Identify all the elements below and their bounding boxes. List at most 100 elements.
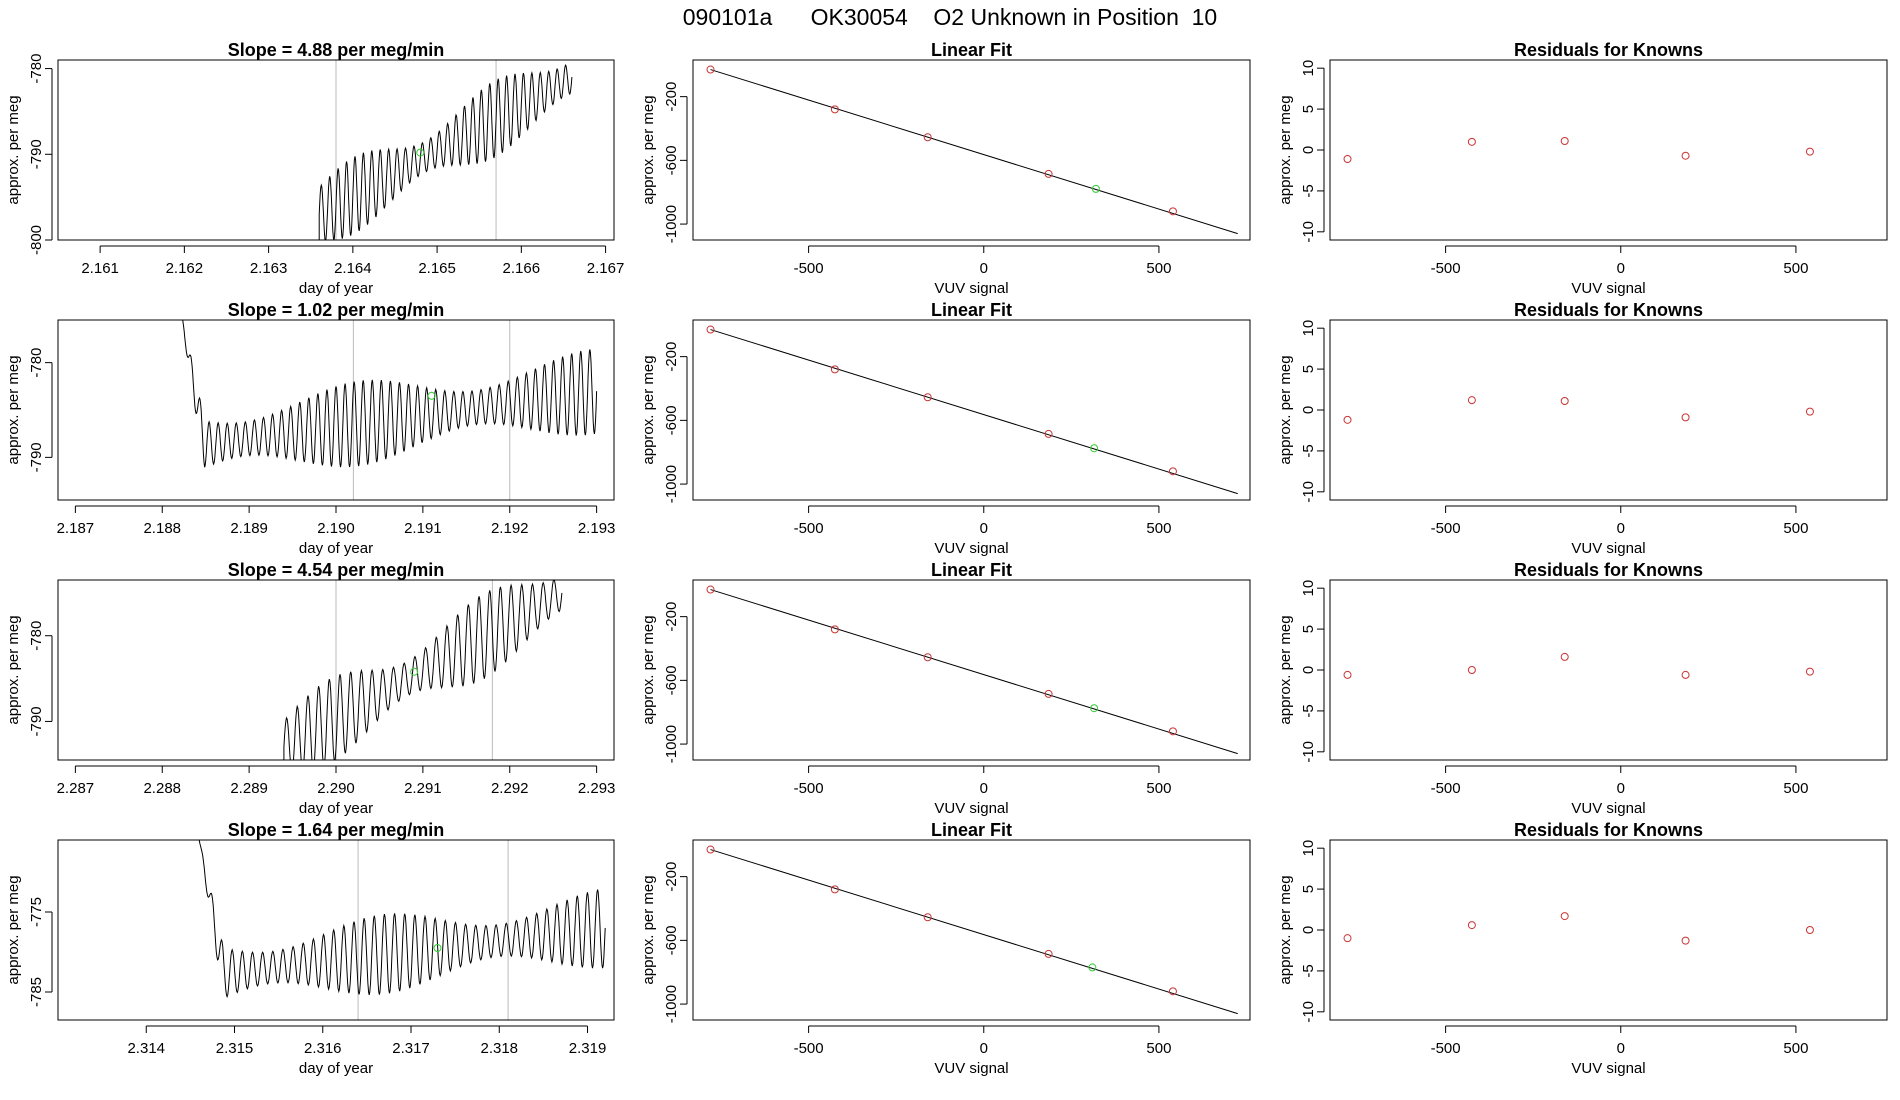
- x-tick-label: -500: [1431, 1040, 1461, 1057]
- x-tick-label: 0: [1617, 520, 1625, 537]
- y-tick-label: -600: [663, 665, 680, 695]
- page-title: 090101a OK30054 O2 Unknown in Position 1…: [682, 4, 1218, 30]
- residual-point: [1805, 667, 1814, 676]
- panel-title: Linear Fit: [931, 820, 1012, 840]
- panel-title: Linear Fit: [931, 560, 1012, 580]
- x-tick-label: 2.191: [404, 520, 442, 537]
- residuals-panel-row-1: Residuals for Knowns VUV signal approx. pe…: [1277, 40, 1888, 297]
- x-axis-label: VUV signal: [934, 280, 1008, 297]
- panel-title: Linear Fit: [931, 40, 1012, 60]
- y-axis-label: approx. per meg: [1277, 615, 1294, 724]
- known-point: [923, 653, 932, 662]
- data-trace: [198, 840, 606, 999]
- known-point: [830, 105, 839, 114]
- plot-frame: [57, 59, 615, 241]
- time-series-panel-row-4: Slope = 1.64 per meg/min day of year appro…: [5, 820, 615, 1077]
- y-tick-label: -5: [1300, 964, 1317, 977]
- y-tick-label: 5: [1300, 885, 1317, 893]
- x-tick-label: 0: [980, 520, 988, 537]
- y-tick-label: -800: [28, 225, 45, 255]
- plot-area: [1343, 396, 1814, 424]
- y-tick-label: -5: [1300, 444, 1317, 457]
- time-series-panel-row-2: Slope = 1.02 per meg/min day of year appro…: [5, 300, 615, 557]
- y-tick-label: -10: [1300, 221, 1317, 243]
- residual-point: [1343, 415, 1352, 424]
- y-tick-label: -10: [1300, 1001, 1317, 1023]
- panel-title: Slope = 1.02 per meg/min: [228, 300, 445, 320]
- x-tick-label: 0: [980, 1040, 988, 1057]
- y-tick-label: 10: [1300, 580, 1317, 597]
- x-tick-label: 2.167: [587, 260, 625, 277]
- y-tick-label: 5: [1300, 365, 1317, 373]
- y-axis-label: approx. per meg: [5, 615, 22, 724]
- x-tick-label: 500: [1783, 260, 1808, 277]
- residual-point: [1681, 151, 1690, 160]
- data-trace: [182, 320, 598, 468]
- y-tick-label: -600: [663, 145, 680, 175]
- residual-point: [1467, 921, 1476, 930]
- panel-title: Slope = 4.54 per meg/min: [228, 560, 445, 580]
- x-axis-label: VUV signal: [1571, 280, 1645, 297]
- x-tick-label: 2.161: [81, 260, 119, 277]
- x-tick-label: 2.319: [569, 1040, 607, 1057]
- plot-frame: [692, 59, 1251, 241]
- x-tick-label: 2.293: [578, 780, 616, 797]
- x-tick-label: 0: [1617, 780, 1625, 797]
- known-point: [1168, 987, 1177, 996]
- plot-area: [706, 845, 1238, 1015]
- x-tick-label: 2.315: [216, 1040, 254, 1057]
- plot-area: [318, 60, 573, 240]
- plot-frame: [57, 319, 615, 501]
- plot-frame: [692, 319, 1251, 501]
- x-tick-label: 2.317: [392, 1040, 430, 1057]
- y-axis-label: approx. per meg: [1277, 355, 1294, 464]
- known-point: [706, 845, 715, 854]
- fit-line: [710, 589, 1238, 755]
- known-point: [1168, 727, 1177, 736]
- unknown-point: [1088, 963, 1097, 972]
- y-tick-label: -200: [663, 82, 680, 112]
- residual-point: [1805, 926, 1814, 934]
- x-tick-label: 0: [980, 780, 988, 797]
- x-tick-label: 500: [1146, 780, 1171, 797]
- x-axis-label: VUV signal: [1571, 1060, 1645, 1077]
- x-axis-label: day of year: [299, 1060, 373, 1077]
- y-axis-label: approx. per meg: [1277, 95, 1294, 204]
- linear-fit-panel-row-1: Linear Fit VUV signal approx. per meg -500 0…: [640, 40, 1251, 297]
- residual-point: [1467, 666, 1476, 674]
- y-tick-label: -780: [28, 54, 45, 84]
- y-axis-label: approx. per meg: [5, 95, 22, 204]
- x-tick-label: 2.189: [230, 520, 268, 537]
- x-tick-label: 2.166: [503, 260, 541, 277]
- unknown-point: [410, 667, 419, 676]
- x-tick-label: 2.289: [230, 780, 268, 797]
- x-axis-label: VUV signal: [934, 800, 1008, 817]
- x-axis-label: VUV signal: [934, 540, 1008, 557]
- unknown-point: [1090, 704, 1099, 713]
- y-tick-label: -5: [1300, 704, 1317, 717]
- y-axis-label: approx. per meg: [1277, 875, 1294, 984]
- known-point: [830, 365, 839, 374]
- residual-point: [1805, 147, 1814, 156]
- x-tick-label: 500: [1783, 1040, 1808, 1057]
- x-tick-label: 0: [1617, 1040, 1625, 1057]
- y-tick-label: 10: [1300, 60, 1317, 77]
- panel-title: Linear Fit: [931, 300, 1012, 320]
- known-point: [1168, 207, 1177, 216]
- plot-area: [1343, 912, 1814, 945]
- residual-point: [1467, 396, 1476, 405]
- unknown-point: [427, 391, 436, 400]
- y-tick-label: -780: [28, 348, 45, 378]
- linear-fit-panel-row-4: Linear Fit VUV signal approx. per meg -500 0…: [640, 820, 1251, 1077]
- x-tick-label: 0: [1617, 260, 1625, 277]
- residual-point: [1343, 670, 1352, 679]
- residual-point: [1805, 407, 1814, 416]
- residual-point: [1560, 912, 1569, 921]
- y-tick-label: 0: [1300, 406, 1317, 414]
- plot-frame: [57, 579, 615, 761]
- panel-title: Slope = 1.64 per meg/min: [228, 820, 445, 840]
- x-tick-label: 2.288: [143, 780, 181, 797]
- x-tick-label: 2.193: [578, 520, 616, 537]
- plot-area: [706, 65, 1238, 235]
